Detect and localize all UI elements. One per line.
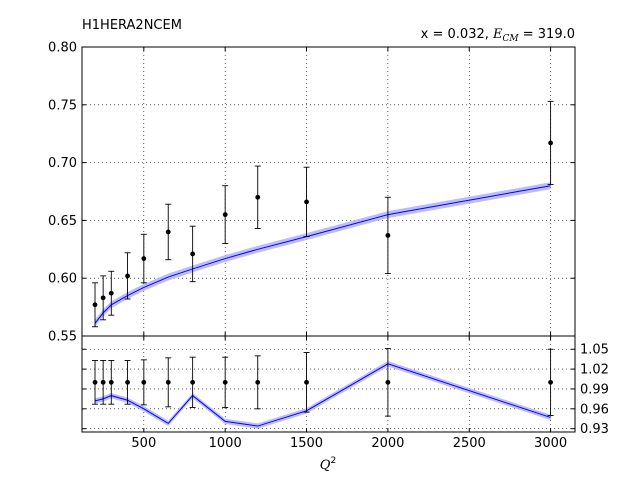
top-data-point-10 xyxy=(385,233,391,238)
chart-title-right-prefix: x = 0.032, xyxy=(421,27,493,42)
x-tick-label-3: 2000 xyxy=(371,436,404,451)
ratio-data-point-7 xyxy=(222,379,228,385)
ratio-data-point-6 xyxy=(190,379,196,385)
x-tick-label-2: 1500 xyxy=(290,436,323,451)
top-data-point-5 xyxy=(165,229,171,235)
top-data-point-0 xyxy=(92,302,98,308)
top-data-point-6 xyxy=(190,251,196,257)
top-data-point-9 xyxy=(304,199,309,205)
top-ytick-label-0: 0.55 xyxy=(48,330,77,345)
ratio-data-point-11 xyxy=(548,379,553,385)
top-ytick-label-5: 0.80 xyxy=(48,41,77,56)
top-ytick-label-1: 0.60 xyxy=(48,272,77,287)
chart-title-right: x = 0.032, ECM = 319.0 xyxy=(421,27,575,44)
x-tick-label-4: 2500 xyxy=(453,436,486,451)
x-axis-label: Q2 xyxy=(320,456,336,473)
chart-title-right-suffix: = 319.0 xyxy=(519,27,575,42)
ratio-theory-line xyxy=(94,363,551,427)
ratio-ytick-label-1: 0.96 xyxy=(580,402,609,417)
x-tick-label-0: 500 xyxy=(131,436,156,451)
chart-title-right-symbol: E xyxy=(492,27,503,42)
x-tick-label-5: 3000 xyxy=(534,436,567,451)
ratio-panel: 0.93 0.96 0.99 1.02 1.05 xyxy=(81,335,609,437)
ratio-data-point-5 xyxy=(165,379,171,385)
ratio-data-point-2 xyxy=(108,379,114,385)
top-ytick-label-4: 0.75 xyxy=(48,98,77,113)
top-theory-band xyxy=(95,182,551,327)
top-panel: 0.55 0.60 0.65 0.70 0.75 0.80 xyxy=(48,41,576,345)
chart-title-left: H1HERA2NCEM xyxy=(82,18,182,33)
ratio-data-point-0 xyxy=(92,379,98,385)
top-ytick-label-2: 0.65 xyxy=(48,214,77,229)
top-theory-line xyxy=(94,185,551,324)
top-data-point-4 xyxy=(141,256,147,261)
x-axis-ticks: 500 1000 1500 2000 2500 3000 xyxy=(131,436,567,451)
top-data-point-8 xyxy=(255,194,261,200)
ratio-data-point-8 xyxy=(255,379,261,385)
x-axis-label-symbol: Q xyxy=(320,458,331,473)
top-data-point-11 xyxy=(548,140,553,146)
top-data-point-7 xyxy=(222,212,228,218)
ratio-data-point-9 xyxy=(304,379,309,385)
x-axis-label-sup: 2 xyxy=(330,456,336,466)
ratio-ytick-label-0: 0.93 xyxy=(580,422,609,437)
ratio-ytick-label-2: 0.99 xyxy=(580,382,609,397)
top-ytick-label-3: 0.70 xyxy=(48,156,77,171)
top-data-point-2 xyxy=(108,290,114,296)
ratio-data-point-3 xyxy=(125,379,130,385)
ratio-data-point-10 xyxy=(385,379,391,385)
ratio-data-point-1 xyxy=(100,379,106,385)
top-data-point-1 xyxy=(100,295,106,301)
ratio-frame xyxy=(81,335,576,433)
ratio-data-point-4 xyxy=(141,379,147,385)
ratio-theory-band xyxy=(95,361,551,429)
top-data-point-3 xyxy=(125,273,130,279)
ratio-ytick-label-3: 1.02 xyxy=(580,363,609,378)
ratio-ytick-label-4: 1.05 xyxy=(580,343,609,358)
x-tick-label-1: 1000 xyxy=(209,436,242,451)
chart-title-right-subscript: CM xyxy=(503,34,520,44)
